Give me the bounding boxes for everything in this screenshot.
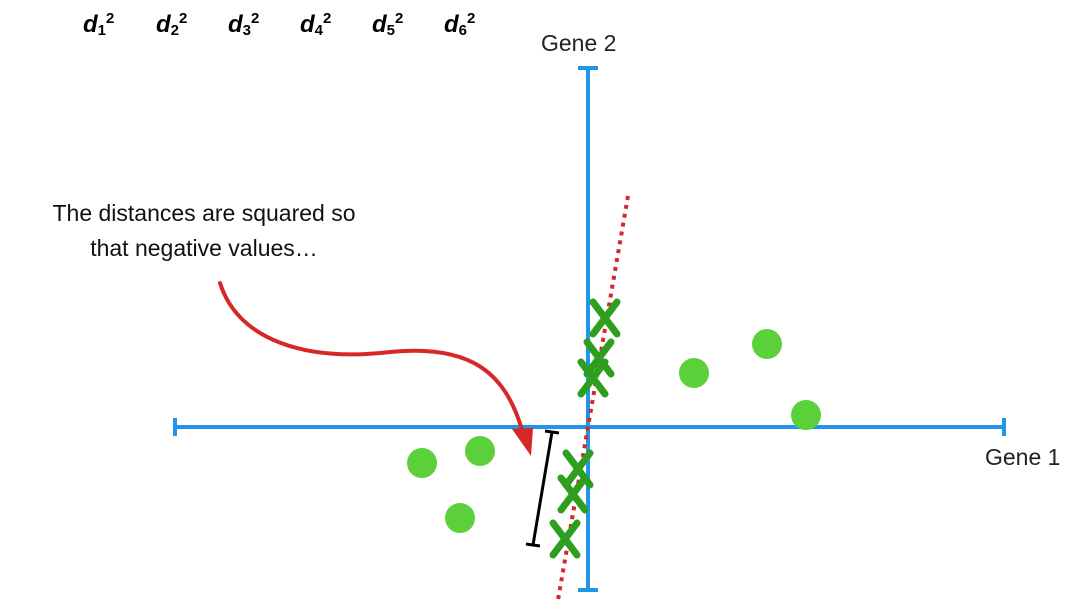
data-point [752,329,782,359]
axes [173,66,1006,592]
data-point [445,503,475,533]
x-marker [589,298,621,338]
gene1-axis-label: Gene 1 [985,444,1061,470]
annotation-arrow [218,281,533,456]
x-marker [549,519,581,559]
distance-term-6: d62 [444,10,476,39]
distance-term-2: d22 [156,10,188,39]
annotation-line-1: The distances are squared so [52,200,356,226]
x-marker [583,338,615,378]
data-point [407,448,437,478]
projection-markers [549,298,621,559]
distance-bracket [525,429,560,548]
data-point [791,400,821,430]
gene2-axis-label: Gene 2 [541,30,617,56]
data-point [679,358,709,388]
annotation-line-2: that negative values… [90,235,318,261]
distance-term-4: d42 [300,10,332,39]
distance-term-1: d12 [83,10,115,39]
data-points [407,329,821,533]
distance-term-5: d52 [372,10,404,39]
distance-term-3: d32 [228,10,260,39]
x-marker [557,474,589,514]
annotation-text: The distances are squared so that negati… [8,196,400,266]
data-point [465,436,495,466]
x-marker [577,358,609,398]
